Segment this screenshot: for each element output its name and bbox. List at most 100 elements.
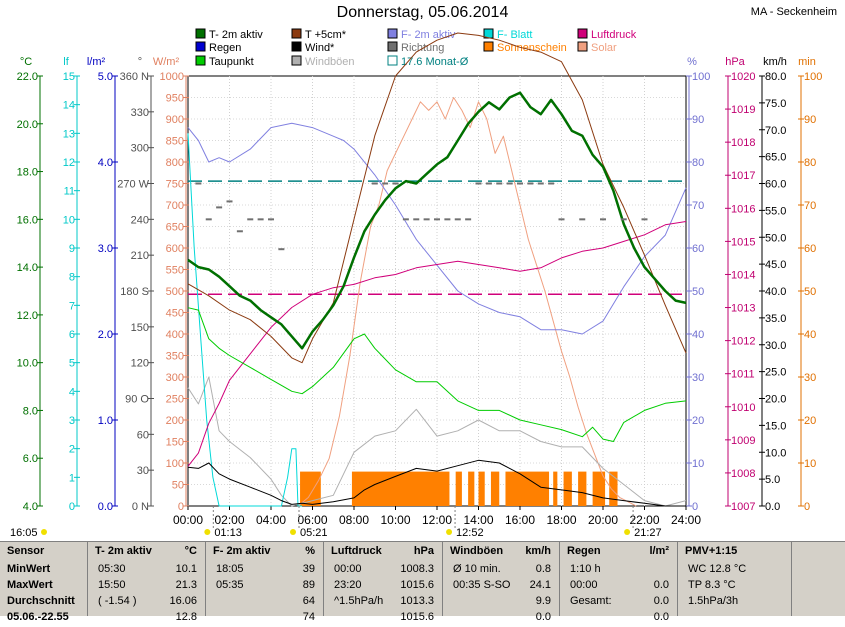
temp-tick-label: 22.0 xyxy=(17,71,38,83)
hum-tick-label: 20 xyxy=(692,415,704,427)
sunshine-bar xyxy=(455,471,462,506)
stats-row: ^1.5hPa/h 1013.3 xyxy=(324,595,442,611)
stats-cell-value: 1015.6 xyxy=(400,579,434,591)
direction-mark xyxy=(236,230,243,233)
direction-mark xyxy=(216,206,223,209)
stats-cell-value: 0.0 xyxy=(653,611,669,623)
sun-tick-label: 80 xyxy=(804,157,816,169)
direction-mark xyxy=(392,182,399,185)
series-pressure xyxy=(187,221,687,467)
stats-header-title: PMV+1:15 xyxy=(685,545,738,557)
solar-tick-label: 950 xyxy=(166,93,184,105)
stats-header-unit: % xyxy=(305,545,315,557)
wind-tick-label: 25.0 xyxy=(765,367,786,379)
stats-cell-label: MinWert xyxy=(7,563,51,575)
sun-tick-label: 0 xyxy=(804,501,810,513)
stats-row: 1.5hPa/3h xyxy=(678,595,791,611)
wind-tick-label: 10.0 xyxy=(765,447,786,459)
hum-unit-label: % xyxy=(687,56,697,68)
stats-cell-value: 89 xyxy=(302,579,315,591)
stats-row: 0.0 xyxy=(560,611,677,627)
sun-tick-label: 60 xyxy=(804,243,816,255)
stats-row: 1015.6 xyxy=(324,611,442,627)
leaf-tick-label: 13 xyxy=(63,128,75,140)
legend-swatch xyxy=(195,41,206,52)
temp-tick-label: 8.0 xyxy=(23,405,38,417)
x-tick-label: 02:00 xyxy=(214,513,244,527)
legend-swatch xyxy=(387,55,398,66)
temp-tick-label: 20.0 xyxy=(17,119,38,131)
hum-tick-label: 30 xyxy=(692,372,704,384)
legend-swatch xyxy=(387,41,398,52)
wind-tick-label: 75.0 xyxy=(765,98,786,110)
wind-tick-label: 60.0 xyxy=(765,179,786,191)
event-marker-dot xyxy=(446,529,453,535)
direction-mark xyxy=(527,182,534,185)
stats-row: Durchschnitt xyxy=(0,595,87,611)
leaf-tick-label: 11 xyxy=(64,186,75,198)
x-tick-label: 00:00 xyxy=(173,513,203,527)
legend-label: T- 2m aktiv xyxy=(209,29,263,41)
solar-tick-label: 750 xyxy=(166,179,184,191)
sunshine-bar xyxy=(490,471,500,506)
stats-cell-value: 1015.6 xyxy=(400,611,434,623)
leaf-tick-label: 3 xyxy=(69,415,75,427)
press-tick-label: 1008 xyxy=(731,468,755,480)
wind-tick-label: 80.0 xyxy=(765,71,786,83)
leaf-tick-label: 4 xyxy=(69,386,75,398)
press-tick-label: 1011 xyxy=(731,369,755,381)
sunshine-bar xyxy=(505,471,550,506)
dir-tick-label: 240 xyxy=(131,214,149,226)
direction-mark xyxy=(257,218,264,221)
direction-mark xyxy=(444,218,451,221)
stats-cell-label: WC 12.8 °C xyxy=(688,563,747,575)
hum-tick-label: 100 xyxy=(692,71,710,83)
rain-tick-label: 3.0 xyxy=(98,243,113,255)
stats-row: 23:20 1015.6 xyxy=(324,579,442,595)
temp-tick-label: 12.0 xyxy=(17,310,38,322)
direction-mark xyxy=(278,248,285,251)
solar-tick-label: 450 xyxy=(166,308,184,320)
dir-tick-label: 0 N xyxy=(132,501,149,513)
hum-tick-label: 70 xyxy=(692,200,704,212)
wind-tick-label: 30.0 xyxy=(765,340,786,352)
stats-column: Luftdruck hPa 00:00 1008.3 23:20 1015.6 ^1.5hP… xyxy=(324,542,443,623)
sunshine-bar xyxy=(468,471,475,506)
stats-cell-value: 0.0 xyxy=(653,595,669,607)
solar-tick-label: 650 xyxy=(166,222,184,234)
stats-column: Windböen km/h Ø 10 min. 0.8 00:35 S-SO 24.1 9.… xyxy=(443,542,560,623)
stats-row: 18:05 39 xyxy=(206,563,323,579)
stats-cell-label: ( -1.54 ) xyxy=(98,595,137,607)
event-marker-dot xyxy=(624,529,631,535)
x-tick-label: 22:00 xyxy=(629,513,659,527)
leaf-unit-label: lf xyxy=(63,56,69,68)
dir-tick-label: 210 xyxy=(131,250,149,262)
stats-header: Windböen km/h xyxy=(443,545,559,561)
leaf-tick-label: 14 xyxy=(63,100,75,112)
legend-label: Solar xyxy=(591,42,617,54)
stats-header-unit: l/m² xyxy=(649,545,669,557)
press-tick-label: 1009 xyxy=(731,435,755,447)
direction-mark xyxy=(205,218,212,221)
stats-row: 05:35 89 xyxy=(206,579,323,595)
solar-tick-label: 400 xyxy=(166,329,184,341)
sun-tick-label: 10 xyxy=(804,458,816,470)
stats-cell-label: 00:00 xyxy=(334,563,362,575)
stats-header: PMV+1:15 xyxy=(678,545,791,561)
legend-swatch xyxy=(483,41,494,52)
stats-cell-label: 05:30 xyxy=(98,563,126,575)
stats-header-title: Luftdruck xyxy=(331,545,382,557)
sunrise-dot xyxy=(41,529,47,535)
direction-mark xyxy=(434,218,440,221)
sun-unit-label: min xyxy=(798,56,816,68)
dir-tick-label: 120 xyxy=(131,358,149,370)
stats-row: MinWert xyxy=(0,563,87,579)
stats-cell-value: 21.3 xyxy=(175,579,197,591)
wind-tick-label: 65.0 xyxy=(765,152,786,164)
press-tick-label: 1019 xyxy=(731,104,755,116)
x-tick-label: 20:00 xyxy=(588,513,618,527)
hum-tick-label: 80 xyxy=(692,157,704,169)
dir-tick-label: 60 xyxy=(137,429,149,441)
leaf-tick-label: 15 xyxy=(63,71,75,83)
solar-tick-label: 550 xyxy=(166,265,184,277)
